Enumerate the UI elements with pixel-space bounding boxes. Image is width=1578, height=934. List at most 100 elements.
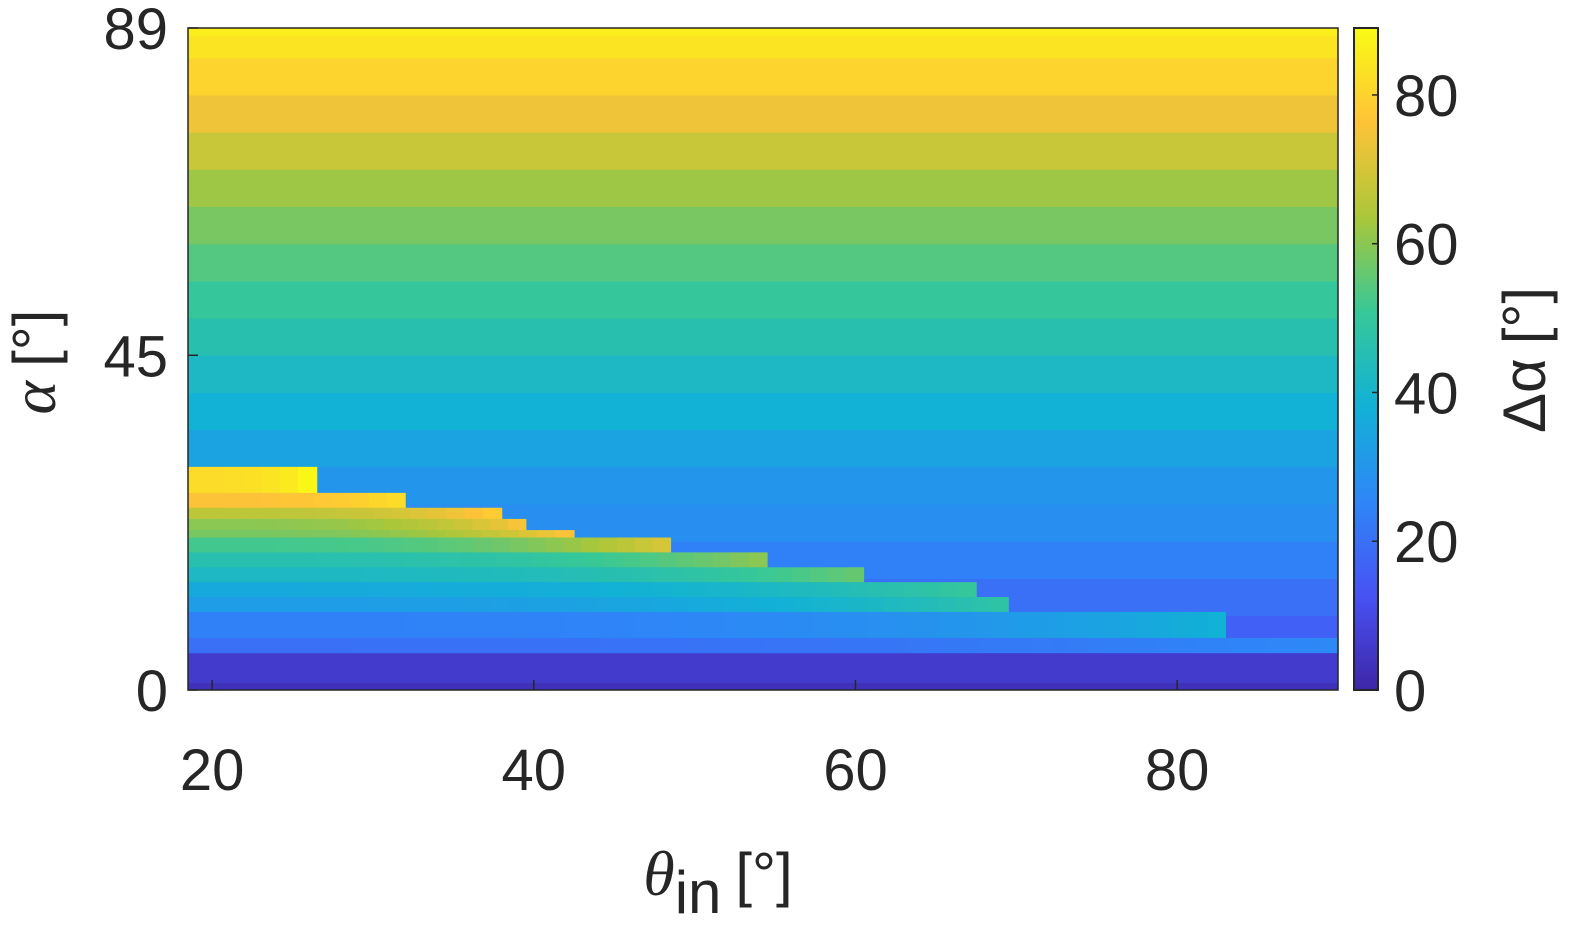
heatmap-anomaly-cell — [490, 567, 509, 583]
heatmap-anomaly-cell — [924, 637, 944, 654]
heatmap-anomaly-cell — [758, 597, 778, 613]
heatmap-anomaly-cell — [685, 567, 705, 583]
heatmap-anomaly-cell — [748, 552, 768, 568]
heatmap-anomaly-cell — [368, 552, 388, 568]
heatmap-anomaly-cell — [437, 597, 457, 613]
heatmap-anomaly-cell — [335, 530, 355, 538]
heatmap-anomaly-cell — [563, 537, 582, 553]
heatmap-anomaly-cell — [261, 466, 281, 494]
heatmap-anomaly-cell — [832, 582, 852, 598]
heatmap-anomaly-cell — [1158, 637, 1177, 654]
heatmap-anomaly-cell — [280, 507, 300, 520]
heatmap-anomaly-cell — [205, 567, 225, 583]
heatmap-anomaly-cell — [622, 552, 641, 568]
heatmap-anomaly-cell — [188, 552, 207, 568]
heatmap-anomaly-cell — [581, 611, 600, 639]
heatmap-anomaly-cell — [384, 597, 403, 613]
heatmap-anomaly-cell — [511, 637, 531, 654]
heatmap-anomaly-cell — [599, 611, 618, 639]
heatmap-anomaly-cell — [446, 507, 466, 520]
heatmap-anomaly-cell — [703, 567, 722, 583]
heatmap-anomaly-cell — [651, 597, 671, 613]
heatmap-anomaly-cell — [712, 552, 732, 568]
heatmap-anomaly-cell — [545, 611, 565, 639]
heatmap-anomaly-cell — [617, 611, 636, 639]
heatmap-anomaly-cell — [259, 611, 279, 639]
heatmap-anomaly-cell — [295, 537, 314, 553]
colorbar: 0 20 40 60 80 — [1353, 27, 1459, 724]
heatmap-anomaly-cell — [774, 567, 794, 583]
colorbar-label: Δα [°] — [1491, 287, 1558, 433]
heatmap-anomaly-cell — [259, 537, 278, 553]
heatmap-anomaly-cell — [635, 582, 655, 598]
heatmap-anomaly-cell — [224, 507, 244, 520]
heatmap-anomaly-cell — [259, 597, 278, 613]
heatmap-anomaly-cell — [350, 492, 370, 509]
heatmap-anomaly-cell — [996, 637, 1016, 654]
heatmap-anomaly-cell — [507, 567, 527, 583]
heatmap-anomaly-cell — [472, 567, 491, 583]
heatmap-anomaly-cell — [870, 637, 890, 654]
heatmap-anomaly-cell — [936, 597, 956, 613]
heatmap-anomaly-cell — [365, 567, 385, 583]
heatmap-anomaly-cell — [420, 582, 440, 598]
heatmap-row — [188, 243, 1338, 282]
heatmap-anomaly-cell — [439, 637, 459, 654]
heatmap-anomaly-cell — [763, 637, 782, 654]
x-tick-label: 80 — [1145, 738, 1210, 803]
heatmap-anomaly-cell — [298, 530, 318, 538]
heatmap-anomaly-cell — [518, 530, 538, 538]
heatmap-anomaly-cell — [223, 597, 243, 613]
heatmap-anomaly-cell — [312, 597, 332, 613]
x-tick-label: 60 — [823, 738, 888, 803]
heatmap-anomaly-cell — [426, 530, 446, 538]
x-axis-label-subscript: in — [675, 859, 722, 926]
heatmap-anomaly-cell — [441, 552, 461, 568]
heatmap-anomaly-cell — [436, 518, 456, 531]
heatmap-anomaly-cell — [402, 537, 421, 553]
heatmap-anomaly-cell — [371, 530, 391, 538]
heatmap-anomaly-cell — [581, 537, 600, 553]
heatmap-anomaly-cell — [420, 611, 440, 639]
heatmap-row — [188, 94, 1338, 133]
heatmap-anomaly-cell — [353, 530, 373, 538]
heatmap-anomaly-cell — [383, 518, 402, 531]
heatmap-anomaly-cell — [816, 637, 836, 654]
heatmap-anomaly-cell — [312, 518, 331, 531]
heatmap-anomaly-cell — [1176, 637, 1195, 654]
heatmap-anomaly-cell — [330, 518, 349, 531]
y-axis-label-unit: [°] — [1, 310, 68, 367]
heatmap-anomaly-cell — [367, 582, 386, 598]
colorbar-tick-label: 20 — [1394, 510, 1459, 575]
heatmap-anomaly-cell — [922, 582, 941, 598]
heatmap-anomaly-cell — [206, 492, 225, 509]
heatmap-anomaly-cell — [349, 637, 369, 654]
heatmap-row — [188, 318, 1338, 356]
heatmap-anomaly-cell — [223, 637, 243, 654]
heatmap-anomaly-cell — [367, 637, 387, 654]
heatmap-anomaly-cell — [543, 567, 562, 583]
colorbar-tick-label: 40 — [1394, 361, 1459, 426]
heatmap-anomaly-cell — [1302, 637, 1321, 654]
heatmap-anomaly-cell — [756, 567, 776, 583]
heatmap-anomaly-cell — [387, 552, 406, 568]
heatmap-anomaly-cell — [348, 611, 368, 639]
heatmap-anomaly-cell — [1284, 637, 1303, 654]
heatmap-anomaly-cell — [475, 637, 495, 654]
heatmap-anomaly-cell — [652, 537, 672, 553]
heatmap-anomaly-cell — [1050, 637, 1070, 654]
heatmap-anomaly-cell — [546, 582, 565, 598]
heatmap-anomaly-cell — [259, 637, 279, 654]
heatmap-anomaly-cell — [586, 552, 605, 568]
heatmap-anomaly-cell — [330, 567, 349, 583]
heatmap-anomaly-cell — [368, 492, 388, 509]
heatmap-anomaly-cell — [1207, 611, 1227, 639]
heatmap-anomaly-cell — [295, 582, 314, 598]
heatmap-row — [188, 35, 1338, 59]
heatmap-anomaly-cell — [296, 552, 316, 568]
y-axis: 0 45 89 — [103, 0, 198, 724]
heatmap-anomaly-cell — [241, 537, 261, 553]
heatmap-anomaly-cell — [483, 507, 503, 520]
heatmap-row — [188, 652, 1338, 684]
heatmap-anomaly-cell — [294, 518, 314, 531]
